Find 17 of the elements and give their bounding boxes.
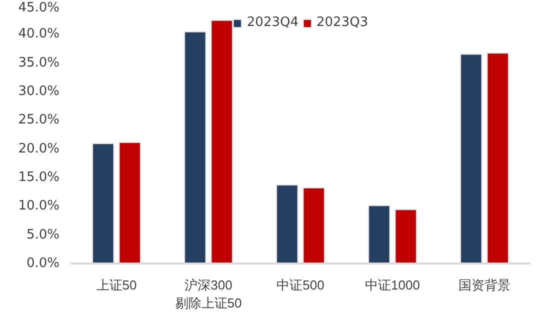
y-tick-label: 40.0% [18, 26, 60, 42]
y-tick-label: 25.0% [18, 112, 60, 128]
x-tick-label: 中证1000 [365, 278, 420, 292]
x-tick-label: 上证50 [96, 278, 137, 292]
y-tick-label: 35.0% [18, 55, 60, 70]
x-tick-label: 中证500 [276, 278, 324, 292]
y-tick-label: 10.0% [18, 198, 60, 214]
legend-label: 2023Q3 [316, 15, 368, 30]
x-tick-label: 国资背景 [458, 278, 510, 292]
y-tick-label: 45.0% [18, 0, 60, 16]
legend-label: 2023Q4 [246, 15, 298, 30]
y-tick-label: 30.0% [18, 84, 60, 99]
x-tick-label: 沪深300 剔除上证50 [175, 278, 242, 310]
y-tick-label: 5.0% [26, 227, 60, 242]
y-tick-label: 20.0% [18, 141, 60, 156]
y-tick-label: 0.0% [26, 256, 60, 271]
y-tick-label: 15.0% [18, 170, 60, 185]
